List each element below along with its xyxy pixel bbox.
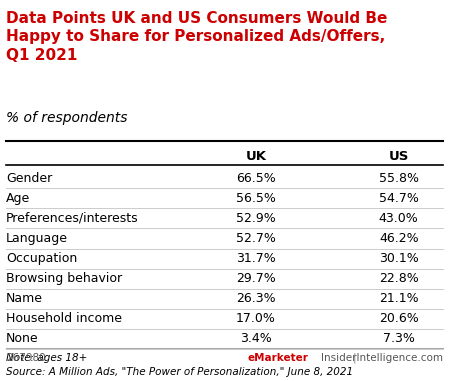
Text: 43.0%: 43.0% bbox=[379, 212, 419, 225]
Text: eMarketer: eMarketer bbox=[248, 353, 309, 363]
Text: 31.7%: 31.7% bbox=[236, 252, 276, 265]
Text: 55.8%: 55.8% bbox=[379, 172, 419, 185]
Text: 54.7%: 54.7% bbox=[379, 192, 419, 205]
Text: 66.5%: 66.5% bbox=[236, 172, 276, 185]
Text: None: None bbox=[6, 332, 39, 345]
Text: 52.7%: 52.7% bbox=[236, 232, 276, 245]
Text: Occupation: Occupation bbox=[6, 252, 77, 265]
Text: 29.7%: 29.7% bbox=[236, 272, 276, 285]
Text: Note: ages 18+
Source: A Million Ads, "The Power of Personalization," June 8, 20: Note: ages 18+ Source: A Million Ads, "T… bbox=[6, 353, 353, 377]
Text: Gender: Gender bbox=[6, 172, 52, 185]
Text: 267980: 267980 bbox=[6, 353, 46, 363]
Text: UK: UK bbox=[245, 150, 266, 163]
Text: 21.1%: 21.1% bbox=[379, 292, 419, 305]
Text: Language: Language bbox=[6, 232, 68, 245]
Text: 22.8%: 22.8% bbox=[379, 272, 419, 285]
Text: 56.5%: 56.5% bbox=[236, 192, 276, 205]
Text: |: | bbox=[352, 353, 356, 363]
Text: Browsing behavior: Browsing behavior bbox=[6, 272, 122, 285]
Text: Household income: Household income bbox=[6, 312, 122, 325]
Text: US: US bbox=[389, 150, 409, 163]
Text: InsiderIntelligence.com: InsiderIntelligence.com bbox=[321, 353, 443, 363]
Text: % of respondents: % of respondents bbox=[6, 111, 127, 125]
Text: Name: Name bbox=[6, 292, 43, 305]
Text: 3.4%: 3.4% bbox=[240, 332, 272, 345]
Text: Preferences/interests: Preferences/interests bbox=[6, 212, 139, 225]
Text: 20.6%: 20.6% bbox=[379, 312, 419, 325]
Text: 30.1%: 30.1% bbox=[379, 252, 419, 265]
Text: Data Points UK and US Consumers Would Be
Happy to Share for Personalized Ads/Off: Data Points UK and US Consumers Would Be… bbox=[6, 11, 387, 63]
Text: 17.0%: 17.0% bbox=[236, 312, 276, 325]
Text: 52.9%: 52.9% bbox=[236, 212, 276, 225]
Text: Age: Age bbox=[6, 192, 30, 205]
Text: 7.3%: 7.3% bbox=[383, 332, 415, 345]
Text: 26.3%: 26.3% bbox=[236, 292, 276, 305]
Text: 46.2%: 46.2% bbox=[379, 232, 419, 245]
